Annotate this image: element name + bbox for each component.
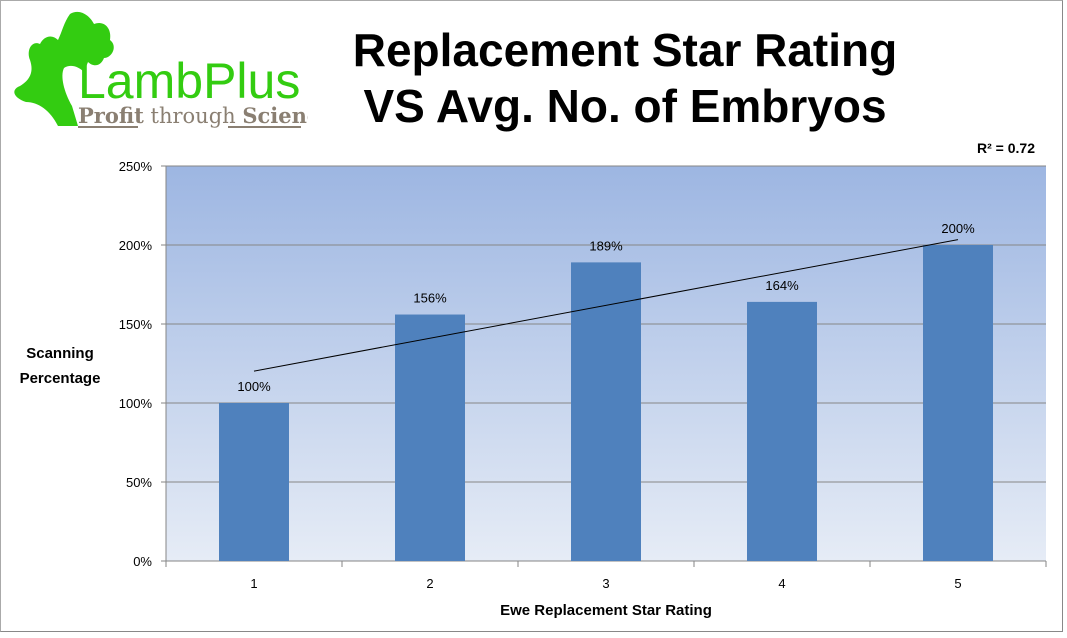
data-label: 100% bbox=[237, 379, 271, 394]
x-axis-label: Ewe Replacement Star Rating bbox=[500, 602, 712, 619]
bar bbox=[923, 245, 993, 561]
bar bbox=[395, 314, 465, 561]
svg-text:LambPlus: LambPlus bbox=[78, 53, 300, 109]
y-axis-label-line-1: Scanning bbox=[26, 345, 94, 362]
title-line-1: Replacement Star Rating bbox=[352, 24, 898, 76]
bar bbox=[219, 403, 289, 561]
data-label: 164% bbox=[765, 278, 799, 293]
bar bbox=[571, 262, 641, 561]
lambplus-logo: LambPlus Profit through Science bbox=[14, 11, 308, 128]
r-squared-label: R² = 0.72 bbox=[977, 140, 1035, 156]
y-tick-label: 150% bbox=[119, 317, 153, 332]
y-tick-label: 50% bbox=[126, 475, 152, 490]
data-label: 189% bbox=[589, 238, 623, 253]
x-tick-label: 1 bbox=[250, 576, 257, 591]
title-line-2: VS Avg. No. of Embryos bbox=[363, 80, 887, 132]
bar bbox=[747, 301, 817, 561]
x-tick-label: 5 bbox=[954, 576, 961, 591]
y-tick-label: 0% bbox=[133, 554, 152, 569]
y-tick-label: 250% bbox=[119, 159, 153, 174]
x-tick-label: 4 bbox=[778, 576, 785, 591]
y-tick-label: 100% bbox=[119, 396, 153, 411]
data-label: 156% bbox=[413, 291, 447, 306]
x-tick-label: 3 bbox=[602, 576, 609, 591]
chart-title: Replacement Star Rating VS Avg. No. of E… bbox=[300, 22, 950, 134]
x-tick-label: 2 bbox=[426, 576, 433, 591]
data-label: 200% bbox=[941, 221, 975, 236]
y-tick-label: 200% bbox=[119, 238, 153, 253]
svg-text:Profit through Science: Profit through Science bbox=[78, 103, 308, 128]
y-axis-label-line-2: Percentage bbox=[20, 370, 101, 387]
trendline bbox=[253, 239, 959, 372]
